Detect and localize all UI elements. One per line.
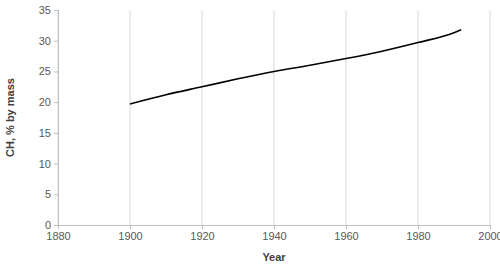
tick-label: 25 [39,65,51,77]
grid-line [202,10,203,225]
tick: 20 [39,96,58,108]
tick-mark [54,164,58,165]
tick: 35 [39,4,58,16]
tick-label: 15 [39,127,51,139]
plot: 1880 1900 1920 1940 1960 1980 2000 0 5 10 15 20 25 30… [39,4,500,242]
tick: 30 [39,35,58,47]
tick-mark [490,225,491,229]
tick-label: 35 [39,4,51,16]
axis-line [54,11,59,226]
tick: 1900 [118,225,142,242]
tick-mark [418,225,419,229]
tick-label: 1940 [262,230,286,242]
tick-mark [274,225,275,229]
x-axis: 1880 1900 1920 1940 1960 1980 2000 [46,225,500,242]
tick-label: 1880 [46,230,70,242]
tick-mark [54,225,58,226]
tick-mark [54,10,58,11]
series [130,30,461,104]
tick-mark [54,71,58,72]
y-axis: 0 5 10 15 20 25 30 35 [39,4,59,231]
tick-label: 1980 [406,230,430,242]
tick: 5 [45,188,58,200]
tick: 25 [39,65,58,77]
tick: 1920 [190,225,214,242]
tick-label: 2000 [478,230,500,242]
tick: 2000 [478,225,500,242]
y-axis-title: CH, % by mass [4,78,16,157]
tick-label: 30 [39,35,51,47]
x-axis-title: Year [262,251,286,263]
axis-line [59,226,491,230]
tick-label: 20 [39,96,51,108]
tick-label: 5 [45,188,51,200]
grid-line [274,10,275,225]
tick: 1980 [406,225,430,242]
data-line [130,30,461,104]
tick: 0 [45,219,58,231]
tick-label: 1900 [118,230,142,242]
tick: 1940 [262,225,286,242]
tick: 15 [39,127,58,139]
tick-mark [54,133,58,134]
tick-mark [54,102,58,103]
grid [58,10,490,225]
tick: 1960 [334,225,358,242]
chart: 1880 1900 1920 1940 1960 1980 2000 0 5 10 15 20 25 30… [0,0,500,267]
grid-line [346,10,347,225]
tick-mark [346,225,347,229]
tick-mark [54,41,58,42]
tick-label: 1920 [190,230,214,242]
tick-label: 1960 [334,230,358,242]
tick: 10 [39,158,58,170]
grid-line [490,10,491,225]
tick-mark [54,194,58,195]
grid-line [130,10,131,225]
tick-label: 0 [45,219,51,231]
tick-label: 10 [39,158,51,170]
tick-mark [202,225,203,229]
tick-mark [130,225,131,229]
